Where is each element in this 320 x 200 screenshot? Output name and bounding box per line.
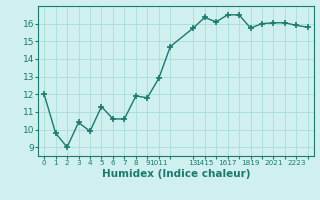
- X-axis label: Humidex (Indice chaleur): Humidex (Indice chaleur): [102, 169, 250, 179]
